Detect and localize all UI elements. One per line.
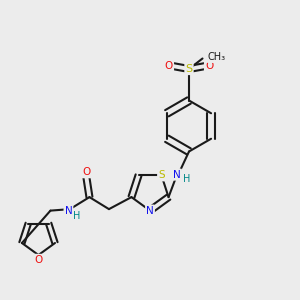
Text: O: O: [205, 61, 213, 71]
Text: H: H: [183, 174, 190, 184]
Text: N: N: [146, 206, 154, 216]
Text: O: O: [82, 167, 91, 177]
Text: CH₃: CH₃: [208, 52, 226, 62]
Text: H: H: [73, 211, 80, 221]
Text: S: S: [185, 64, 193, 74]
Text: S: S: [158, 170, 165, 180]
Text: N: N: [173, 169, 181, 180]
Text: O: O: [34, 255, 43, 265]
Text: N: N: [64, 206, 72, 216]
Text: O: O: [165, 61, 173, 71]
